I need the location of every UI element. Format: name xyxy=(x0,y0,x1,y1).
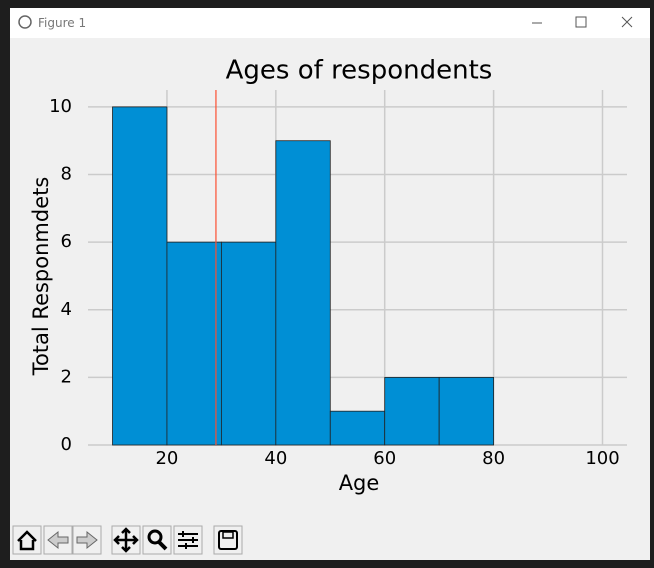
y-tick-label: 4 xyxy=(61,299,72,320)
save-icon xyxy=(218,530,238,550)
bar xyxy=(384,376,440,446)
x-tick-label: 100 xyxy=(585,448,619,469)
x-tick-label: 40 xyxy=(264,448,287,469)
y-tick-label: 6 xyxy=(61,231,72,252)
back-icon xyxy=(47,530,69,550)
x-tick-label: 20 xyxy=(155,448,178,469)
x-tick-label: 60 xyxy=(373,448,396,469)
zoom-icon-handle xyxy=(157,540,168,551)
y-tick-label: 10 xyxy=(49,96,72,117)
bar xyxy=(220,241,277,446)
maximize-button[interactable] xyxy=(575,16,587,28)
app-icon xyxy=(18,15,32,29)
title-bar-icons xyxy=(18,15,633,29)
save-icon-slot xyxy=(222,531,234,539)
x-tick-label: 80 xyxy=(482,448,505,469)
title-bar: Figure 1 xyxy=(10,8,650,38)
y-tick-label: 0 xyxy=(61,434,72,455)
window-title: Figure 1 xyxy=(38,16,87,30)
configure-icon xyxy=(178,531,198,549)
bar xyxy=(166,241,222,446)
zoom-icon xyxy=(147,529,163,545)
bar xyxy=(329,410,386,446)
toolbar xyxy=(12,525,243,555)
bar xyxy=(112,106,168,446)
chart: Ages of respondents Age Total Responmdet… xyxy=(12,56,627,555)
chart-title: Ages of respondents xyxy=(226,56,493,86)
y-tick-label: 8 xyxy=(61,164,72,185)
pan-icon xyxy=(113,527,139,553)
bar xyxy=(438,376,495,446)
forward-icon xyxy=(76,530,98,550)
y-axis-label: Total Responmdets xyxy=(29,177,53,377)
close-button[interactable] xyxy=(621,16,633,28)
bar xyxy=(275,140,331,446)
window: Figure 1 Ages of respondents Age Total R… xyxy=(10,8,650,560)
x-axis-label: Age xyxy=(339,471,380,495)
home-icon xyxy=(17,530,37,551)
y-tick-label: 2 xyxy=(61,366,72,387)
